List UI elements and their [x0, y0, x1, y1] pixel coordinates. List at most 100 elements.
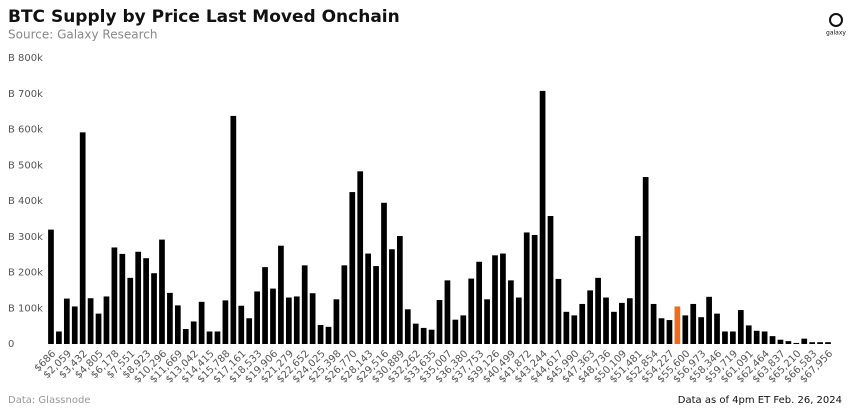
y-tick-label: B 500k: [8, 160, 43, 171]
bar: [167, 292, 173, 344]
bar: [420, 327, 427, 344]
bar: [682, 315, 689, 344]
bar: [539, 90, 546, 344]
bar: [270, 288, 276, 344]
bar: [325, 326, 332, 344]
bar: [468, 278, 475, 344]
bar: [666, 320, 673, 344]
bar: [793, 342, 800, 344]
bar: [56, 331, 62, 344]
bar: [293, 296, 300, 344]
bar: [198, 301, 205, 344]
bar: [626, 298, 633, 344]
bar: [753, 330, 760, 344]
bar: [71, 306, 78, 344]
bar: [309, 293, 316, 344]
bar: [460, 315, 467, 344]
bar: [301, 265, 308, 344]
bar: [801, 338, 808, 344]
y-tick-label: B 700k: [8, 89, 43, 100]
bar: [579, 303, 586, 344]
bar: [349, 192, 356, 344]
bar: [238, 305, 245, 344]
bar: [79, 132, 86, 344]
bar: [547, 216, 554, 344]
bar: [571, 315, 578, 344]
bar: [262, 267, 268, 344]
bar: [381, 202, 387, 344]
bar: [761, 331, 768, 344]
bar: [214, 331, 221, 344]
bar: [103, 296, 110, 344]
bar: [500, 253, 506, 344]
bar: [436, 300, 443, 344]
bar: [515, 297, 522, 344]
y-tick-label: B 300k: [8, 232, 43, 243]
bar: [611, 311, 617, 344]
bar: [285, 297, 292, 344]
bar: [143, 258, 149, 344]
bar: [476, 261, 483, 344]
bar: [523, 232, 530, 344]
bar: [174, 305, 181, 344]
bar: [714, 313, 720, 344]
chart-subtitle: Source: Galaxy Research: [8, 28, 157, 42]
bar: [412, 323, 419, 344]
bar: [63, 298, 70, 344]
y-tick-label: B 800k: [8, 53, 43, 64]
bar: [555, 278, 562, 344]
bar: [182, 328, 189, 344]
bar: [254, 291, 260, 344]
bar: [222, 300, 229, 344]
bar: [278, 245, 284, 344]
bar: [389, 249, 395, 344]
y-tick-label: B 400k: [8, 196, 43, 207]
bar: [373, 266, 379, 344]
bar: [722, 331, 728, 344]
chart-title: BTC Supply by Price Last Moved Onchain: [8, 7, 400, 27]
bar: [658, 318, 665, 344]
y-tick-label: 0: [8, 339, 14, 350]
bar: [690, 303, 697, 344]
y-tick-label: B 100k: [8, 303, 43, 314]
y-tick-label: B 200k: [8, 268, 43, 279]
bar: [587, 290, 594, 344]
bar: [444, 280, 451, 344]
bar: [745, 325, 752, 344]
bar: [769, 336, 776, 344]
bar: [563, 311, 570, 344]
bar: [817, 342, 823, 344]
bar: [333, 299, 340, 344]
bar: [642, 177, 649, 344]
bar: [706, 296, 712, 344]
bar: [492, 255, 498, 344]
bar: [785, 341, 792, 344]
note: Data as of 4pm ET Feb. 26, 2024: [678, 395, 842, 406]
bar: [484, 299, 490, 344]
bar: [95, 313, 102, 344]
bar: [730, 331, 736, 344]
bar: [595, 277, 601, 344]
bar: [206, 331, 213, 344]
bar: [396, 236, 403, 344]
bar: [357, 171, 364, 344]
bar: [809, 342, 816, 344]
bar: [404, 309, 411, 344]
bar: [619, 302, 625, 344]
bar: [634, 236, 641, 344]
bar: [777, 339, 784, 344]
bar: [365, 253, 371, 344]
bar: [341, 265, 348, 344]
logo-icon: [829, 13, 843, 27]
bar: [87, 298, 94, 344]
bar: [151, 273, 157, 344]
bar: [119, 253, 126, 344]
bar: [48, 229, 54, 344]
bar: [246, 318, 253, 344]
source: Data: Glassnode: [8, 395, 90, 406]
bar: [531, 234, 538, 344]
bar: [111, 247, 118, 344]
bar: [159, 239, 165, 344]
bar: [452, 319, 459, 344]
bar: [698, 317, 705, 344]
